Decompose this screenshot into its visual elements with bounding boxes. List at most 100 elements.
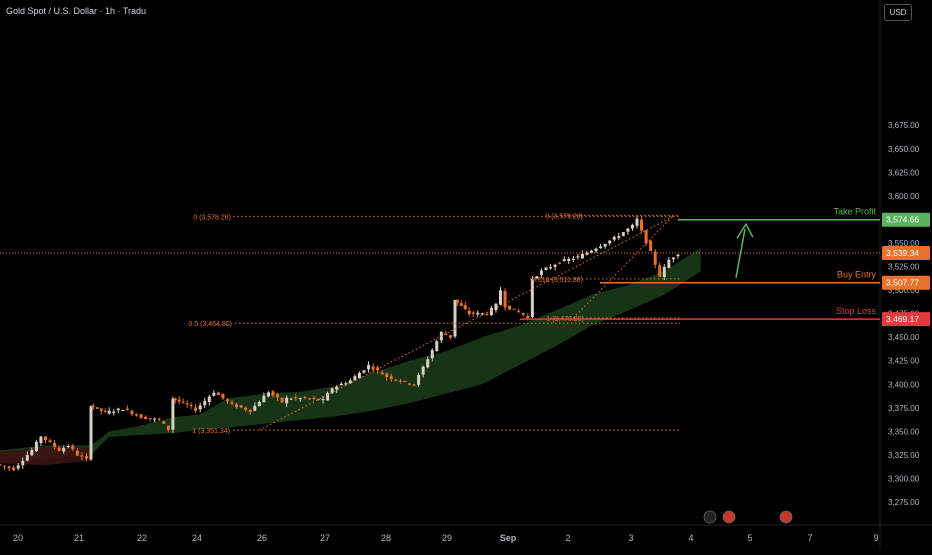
x-tick-label: 3 <box>628 533 633 543</box>
currency-selector[interactable]: USD <box>884 4 912 21</box>
candle-body <box>590 250 593 253</box>
fib-level-label: 0 (3,578.26) <box>193 214 231 221</box>
lightning-icon[interactable] <box>703 510 717 524</box>
flag-icon[interactable] <box>722 510 736 524</box>
level-label: Take Profit <box>833 207 876 217</box>
candle-body <box>335 386 339 390</box>
candle-body <box>430 350 434 359</box>
candle-body <box>39 436 43 443</box>
candle-body <box>476 312 480 315</box>
fib-level-label: 1 (3,351.34) <box>192 428 230 435</box>
candle-body <box>567 258 571 262</box>
candle-body <box>112 411 116 413</box>
candle-body <box>348 380 352 384</box>
candle-body <box>671 257 675 260</box>
take-profit-price-tag-bg <box>882 212 930 227</box>
candle-body <box>640 219 644 231</box>
candle-body <box>30 450 34 456</box>
candle-body <box>453 299 457 337</box>
candle-body <box>321 399 325 401</box>
candle-body <box>99 408 103 411</box>
y-tick-label: 3,450.00 <box>888 333 920 342</box>
candle-body <box>644 230 648 244</box>
candle-body <box>617 236 621 238</box>
x-tick-label: Sep <box>500 533 517 543</box>
candle-body <box>448 335 452 338</box>
candle-body <box>599 246 603 249</box>
candle-body <box>103 410 107 412</box>
candle-body <box>95 407 99 409</box>
candle-body <box>353 376 357 381</box>
candle-body <box>403 380 407 382</box>
candle-body <box>530 279 534 318</box>
candle-body <box>667 259 671 268</box>
level-label: Stop Loss <box>836 306 877 316</box>
level-label: Buy Entry <box>837 270 877 280</box>
candle-body <box>408 383 411 385</box>
candle-body <box>262 395 266 403</box>
candle-body <box>471 312 475 314</box>
candle-body <box>658 265 662 277</box>
candle-body <box>455 299 459 303</box>
candle-body <box>503 291 507 308</box>
fib-level-label: 0 (3,579.23) <box>545 213 583 220</box>
candle-body <box>21 460 25 466</box>
last-price-tag-bg <box>882 245 930 260</box>
candle-body <box>330 388 334 394</box>
candle-body <box>585 252 589 255</box>
candle-body <box>526 315 530 319</box>
candle-body <box>612 236 616 240</box>
candle-body <box>389 376 393 380</box>
x-tick-label: 29 <box>442 533 452 543</box>
candle-body <box>207 396 211 403</box>
candle-body <box>257 401 261 407</box>
candle-body <box>459 303 463 306</box>
candle-body <box>298 398 302 400</box>
candle-body <box>603 243 607 247</box>
candle-body <box>135 414 138 416</box>
candle-body <box>380 372 384 375</box>
candle-body <box>485 313 489 315</box>
candle-body <box>394 379 398 381</box>
candle-body <box>549 267 553 269</box>
x-tick-label: 27 <box>320 533 330 543</box>
flag-icon[interactable] <box>779 510 793 524</box>
projection-arrow-shaft <box>735 228 746 278</box>
candle-body <box>662 266 666 277</box>
candle-body <box>371 366 375 370</box>
y-tick-label: 3,325.00 <box>888 451 920 460</box>
x-tick-label: 22 <box>137 533 147 543</box>
y-tick-label: 3,275.00 <box>888 498 920 507</box>
y-tick-label: 3,650.00 <box>888 145 920 154</box>
x-tick-label: 26 <box>257 533 267 543</box>
candle-body <box>198 405 202 410</box>
candle-body <box>676 254 680 257</box>
candle-body <box>344 383 348 385</box>
candle-body <box>16 465 20 469</box>
y-tick-label: 3,625.00 <box>888 168 920 177</box>
stop-loss-price-tag-bg <box>882 312 930 327</box>
candle-body <box>517 311 521 313</box>
x-tick-label: 20 <box>13 533 23 543</box>
candle-body <box>144 416 148 420</box>
candle-body <box>626 228 630 232</box>
candle-body <box>91 405 95 408</box>
candle-body <box>221 393 225 399</box>
candle-body <box>362 370 366 373</box>
candle-body <box>173 398 177 401</box>
candle-body <box>116 408 120 411</box>
candle-body <box>84 456 88 459</box>
candle-body <box>576 256 580 258</box>
candle-body <box>53 442 57 447</box>
buy-entry-price-tag: 3,507.77 <box>886 278 919 288</box>
candle-body <box>71 445 75 450</box>
ichimoku-cloud <box>0 247 701 460</box>
candle-body <box>7 466 11 469</box>
candle-body <box>12 467 16 471</box>
candle-body <box>244 407 248 410</box>
candle-body <box>421 366 425 375</box>
candle-body <box>121 410 125 412</box>
candle-body <box>212 392 216 396</box>
